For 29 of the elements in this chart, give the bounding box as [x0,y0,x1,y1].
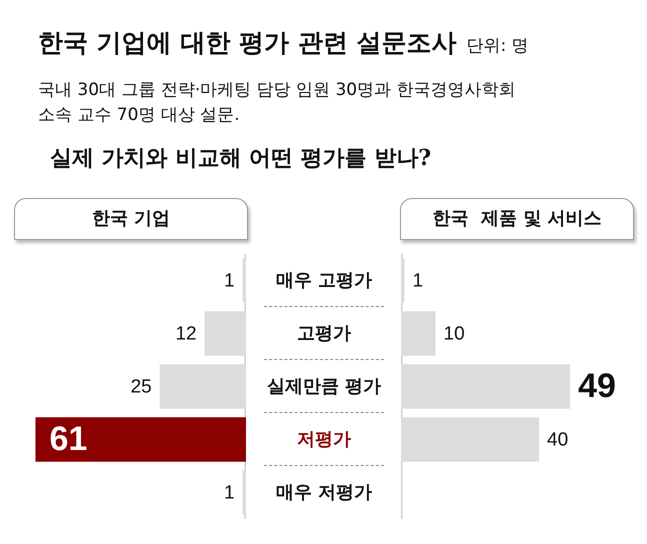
text: 단위: 명 [466,36,529,56]
y-tick-label: 저평가 [296,428,352,452]
text: 실제 가치와 비교해 어떤 평가를 받나? [50,144,432,173]
data-label: 1 [224,270,235,292]
y-tick-label: 고평가 [296,322,352,346]
text: 한국 기업 [14,198,248,240]
data-label: 25 [130,376,152,398]
bar [242,470,246,515]
y-tick-label: 매우 저평가 [274,481,374,505]
chart-subtitle: 국내 30대 그룹 전략·마케팅 담당 임원 30명과 한국경영사학회 소속 교수 70명 대상 설문. [38,79,516,127]
data-label: 1 [224,482,235,504]
bar [35,417,246,462]
bar [204,311,246,356]
data-label: 10 [444,324,465,345]
bar [401,258,404,303]
bar [242,258,246,303]
y-tick-label: 실제만큼 평가 [266,375,382,399]
data-label: 40 [547,430,568,451]
data-label: 61 [49,420,88,458]
data-label: 49 [578,366,616,405]
text: 한국 제품 및 서비스 [400,198,634,240]
bar [401,417,540,462]
bar [401,311,436,356]
bar [160,364,246,409]
data-label: 1 [412,270,424,292]
chart-title: 한국 기업에 대한 평가 관련 설문조사 [38,28,457,57]
bar [401,364,570,409]
y-tick-label: 매우 고평가 [274,269,374,293]
data-label: 12 [175,324,197,345]
